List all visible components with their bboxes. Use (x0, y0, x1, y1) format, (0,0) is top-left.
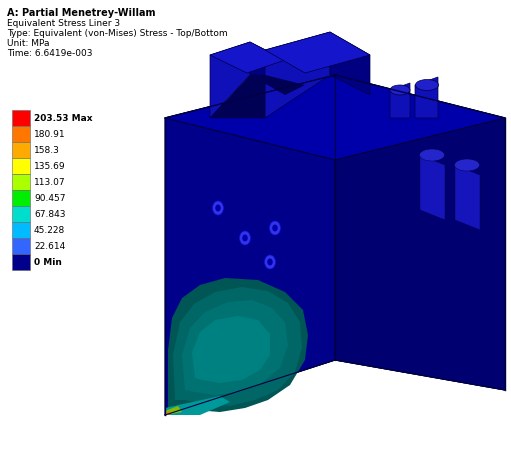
Text: 203.53 Max: 203.53 Max (34, 114, 92, 123)
Text: 90.457: 90.457 (34, 194, 65, 203)
Polygon shape (250, 42, 285, 95)
Ellipse shape (215, 204, 221, 212)
Ellipse shape (390, 85, 410, 95)
Polygon shape (168, 278, 308, 412)
Text: Unit: MPa: Unit: MPa (7, 39, 50, 48)
Text: Type: Equivalent (von-Mises) Stress - Top/Bottom: Type: Equivalent (von-Mises) Stress - To… (7, 29, 227, 38)
Text: 45.228: 45.228 (34, 226, 65, 235)
Text: 180.91: 180.91 (34, 130, 65, 139)
Ellipse shape (269, 221, 281, 235)
Polygon shape (165, 75, 335, 415)
Text: A: Partial Menetrey-Willam: A: Partial Menetrey-Willam (7, 8, 155, 18)
Polygon shape (265, 32, 330, 118)
Polygon shape (210, 75, 265, 118)
Bar (12, 190, 30, 206)
Polygon shape (455, 165, 480, 230)
Polygon shape (210, 42, 285, 73)
Bar (12, 174, 30, 190)
Bar (12, 206, 30, 222)
Polygon shape (390, 83, 410, 118)
Text: 0 Min: 0 Min (34, 258, 62, 267)
Text: Equivalent Stress Liner 3: Equivalent Stress Liner 3 (7, 19, 120, 28)
Ellipse shape (213, 201, 223, 215)
Polygon shape (182, 300, 288, 395)
Text: 67.843: 67.843 (34, 210, 65, 219)
Polygon shape (335, 75, 505, 390)
Ellipse shape (420, 149, 445, 161)
Bar (12, 142, 30, 158)
Text: Time: 6.6419e-003: Time: 6.6419e-003 (7, 49, 92, 58)
Polygon shape (173, 287, 302, 406)
Bar (12, 126, 30, 142)
Bar (12, 254, 30, 270)
Text: 113.07: 113.07 (34, 178, 65, 187)
Text: 158.3: 158.3 (34, 146, 60, 155)
Polygon shape (165, 411, 172, 415)
Ellipse shape (242, 235, 248, 241)
Polygon shape (330, 32, 370, 95)
Polygon shape (250, 75, 305, 95)
Polygon shape (415, 77, 438, 118)
Ellipse shape (265, 255, 275, 269)
Polygon shape (165, 75, 505, 160)
Ellipse shape (267, 259, 273, 265)
Ellipse shape (415, 79, 438, 91)
Ellipse shape (240, 231, 250, 245)
Bar (12, 222, 30, 238)
Polygon shape (210, 42, 250, 118)
Polygon shape (192, 316, 270, 383)
Bar (12, 158, 30, 174)
Text: 22.614: 22.614 (34, 242, 65, 251)
Bar (12, 110, 30, 126)
Polygon shape (265, 32, 370, 73)
Polygon shape (165, 396, 230, 415)
Polygon shape (165, 406, 182, 415)
Polygon shape (420, 155, 445, 220)
Ellipse shape (272, 225, 278, 231)
Text: 135.69: 135.69 (34, 162, 65, 171)
Ellipse shape (454, 159, 479, 171)
Bar (12, 238, 30, 254)
